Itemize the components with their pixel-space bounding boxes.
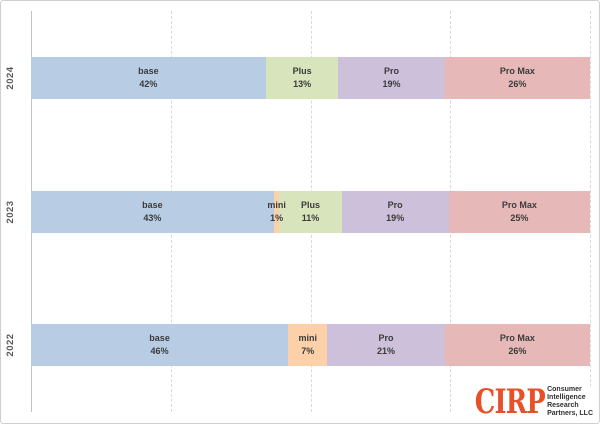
chart-row-2024: 2024 base 42% Plus 13% Pro 19% Pro Max 26% [5,11,590,145]
bar-segment-base: base 42% [31,56,266,99]
segment-label: Plus 11% [301,199,320,225]
tagline-line: Consumer [547,386,582,393]
segment-label: mini 7% [298,332,317,358]
segment-label: Pro Max 26% [500,65,535,91]
bar-segment-pro-max: Pro Max 26% [444,56,590,99]
segment-name: Pro [387,199,403,210]
segment-percent: 25% [510,212,529,223]
segment-percent: 26% [508,346,527,357]
stacked-bar: base 46% mini 7% Pro 21% Pro Max 26% [31,324,590,367]
bar-segment-plus: Plus 13% [265,56,339,99]
bar-segment-base: base 46% [31,324,289,367]
segment-name: mini [298,333,317,344]
segment-name: base [138,65,159,76]
segment-name: base [142,199,163,210]
segment-percent: 26% [508,78,527,89]
chart-row-2023: 2023 base 43% mini 1% Plus 11% Pro 19% Pro Max 25% [5,145,590,279]
tagline-line: Intelligence [547,394,586,401]
segment-name: Pro Max [499,333,535,344]
tagline-line: Research [547,402,579,409]
year-label: 2024 [5,66,16,90]
segment-label: base 46% [149,332,170,358]
segment-percent: 7% [301,346,315,357]
cirp-logo: CIRP Consumer Intelligence Research Partner… [452,381,593,422]
segment-name: Plus [300,199,320,210]
segment-label: base 43% [142,199,163,225]
segment-percent: 19% [382,78,401,89]
segment-name: Pro Max [501,199,537,210]
stacked-bar: base 43% mini 1% Plus 11% Pro 19% Pro Max 25% [31,190,590,233]
segment-name: Pro [384,65,400,76]
year-label: 2022 [5,333,16,357]
segment-percent: 11% [301,212,320,223]
bars-container: 2024 base 42% Plus 13% Pro 19% Pro Max 26% 2023 ba… [5,11,590,412]
bar-segment-pro: Pro 21% [327,324,445,367]
bar-segment-pro-max: Pro Max 25% [448,190,590,233]
segment-label: Pro Max 25% [502,199,537,225]
segment-label: Plus 13% [293,65,312,91]
cirp-logo-text: CIRP [474,381,546,422]
bar-segment-pro-max: Pro Max 26% [444,324,590,367]
segment-label: Pro 19% [386,199,404,225]
segment-percent: 19% [386,212,405,223]
segment-percent: 46% [150,346,169,357]
segment-percent: 13% [293,78,312,89]
segment-percent: 43% [143,212,162,223]
year-label: 2023 [5,199,16,224]
segment-name: Pro [378,333,394,344]
segment-name: Pro Max [499,65,535,76]
gridline-100pct [590,11,591,412]
segment-label: Pro 21% [377,332,395,358]
bar-segment-pro: Pro 19% [341,190,449,233]
segment-label: base 42% [138,65,159,91]
bar-segment-base: base 43% [31,190,274,233]
bar-segment-plus: Plus 11% [279,190,342,233]
segment-percent: 21% [376,346,395,357]
tagline-line: Partners, LLC [547,410,593,417]
stacked-bar: base 42% Plus 13% Pro 19% Pro Max 26% [31,56,590,99]
segment-label: Pro 19% [383,65,401,91]
segment-name: Plus [292,65,312,76]
bar-segment-mini: mini 7% [288,324,328,367]
segment-percent: 42% [139,78,158,89]
bar-segment-pro: Pro 19% [338,56,445,99]
segment-label: Pro Max 26% [500,332,535,358]
plot-area: 2024 base 42% Plus 13% Pro 19% Pro Max 26% 2023 ba… [5,11,591,412]
segment-name: base [149,333,170,344]
cirp-logo-tagline: Consumer Intelligence Research Partners, LL… [547,386,593,418]
